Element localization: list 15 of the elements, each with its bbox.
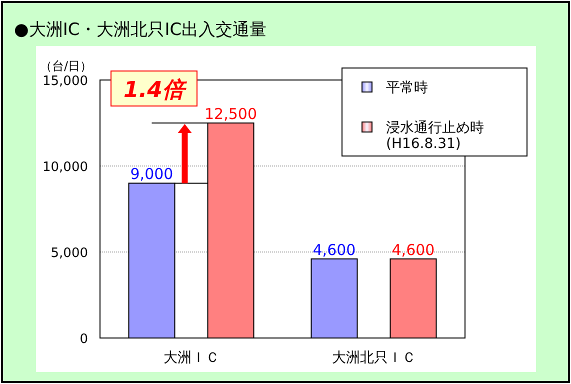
y-tick-label: 0 <box>80 332 88 347</box>
legend-label: 浸水通行止め時 (H16.8.31) <box>386 120 484 152</box>
x-tick-label: 大洲ＩＣ <box>163 350 220 366</box>
data-label: 9,000 <box>130 165 174 184</box>
data-label: 12,500 <box>204 105 257 123</box>
data-label: 4,600 <box>392 240 435 259</box>
y-axis-title: （台/日） <box>40 59 92 73</box>
data-label: 4,600 <box>312 240 356 259</box>
chart-title: ●大洲IC・大洲北只IC出入交通量 <box>14 20 267 40</box>
y-tick-label: 15,000 <box>42 74 88 89</box>
y-tick-label: 5,000 <box>50 246 88 261</box>
annotation: 1.4倍 <box>124 78 188 103</box>
legend-label: 平常時 <box>386 80 428 96</box>
x-tick-label: 大洲北只ＩＣ <box>332 350 416 366</box>
y-tick-label: 10,000 <box>42 160 88 175</box>
